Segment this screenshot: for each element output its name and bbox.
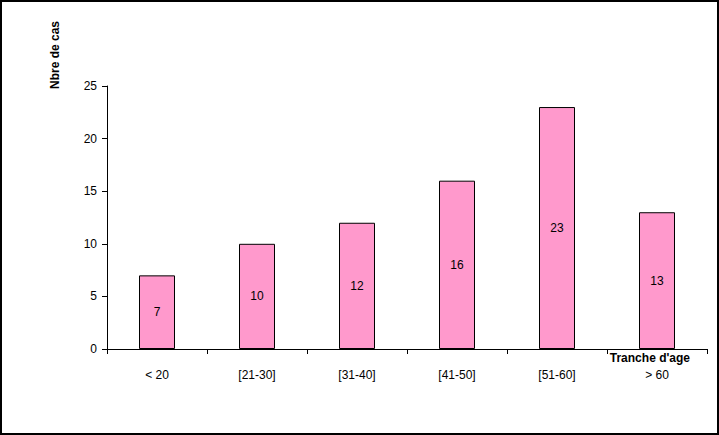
svg-text:13: 13 (650, 274, 664, 288)
svg-text:5: 5 (90, 289, 97, 303)
svg-text:12: 12 (350, 279, 364, 293)
svg-text:Tranche d'age: Tranche d'age (610, 351, 691, 365)
svg-text:15: 15 (84, 184, 98, 198)
svg-text:10: 10 (250, 289, 264, 303)
svg-text:0: 0 (90, 342, 97, 356)
svg-text:10: 10 (84, 237, 98, 251)
svg-text:> 60: > 60 (645, 368, 669, 382)
svg-text:23: 23 (550, 221, 564, 235)
svg-text:< 20: < 20 (145, 368, 169, 382)
svg-text:7: 7 (154, 305, 161, 319)
svg-text:25: 25 (84, 79, 98, 93)
svg-text:[21-30]: [21-30] (238, 368, 275, 382)
svg-text:[31-40]: [31-40] (338, 368, 375, 382)
svg-text:16: 16 (450, 258, 464, 272)
svg-text:[41-50]: [41-50] (438, 368, 475, 382)
svg-text:20: 20 (84, 132, 98, 146)
svg-text:[51-60]: [51-60] (538, 368, 575, 382)
svg-text:Nbre de cas: Nbre de cas (48, 21, 62, 89)
